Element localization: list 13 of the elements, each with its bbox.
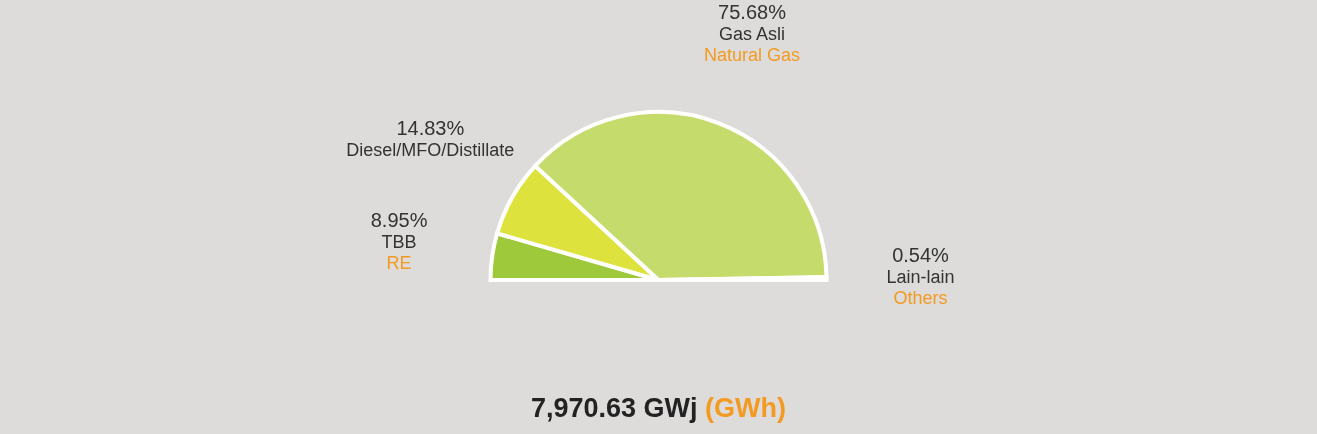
- slice-label: Diesel/MFO/Distillate: [346, 140, 515, 161]
- slice-label: Lain-lain: [886, 266, 955, 287]
- text: 7,970.63 GWj: [530, 393, 698, 423]
- slice-label: TBB: [381, 232, 417, 253]
- text: Others: [893, 287, 948, 308]
- data-label: 8.95%: [370, 209, 428, 232]
- text: Natural Gas: [704, 45, 801, 66]
- text: RE: [386, 253, 412, 274]
- data-label: 75.68%: [718, 1, 787, 24]
- data-label: 0.54%: [892, 243, 950, 266]
- slice-label: Gas Asli: [719, 24, 786, 45]
- data-label: 14.83%: [396, 117, 465, 140]
- text: (GWh): [705, 393, 787, 423]
